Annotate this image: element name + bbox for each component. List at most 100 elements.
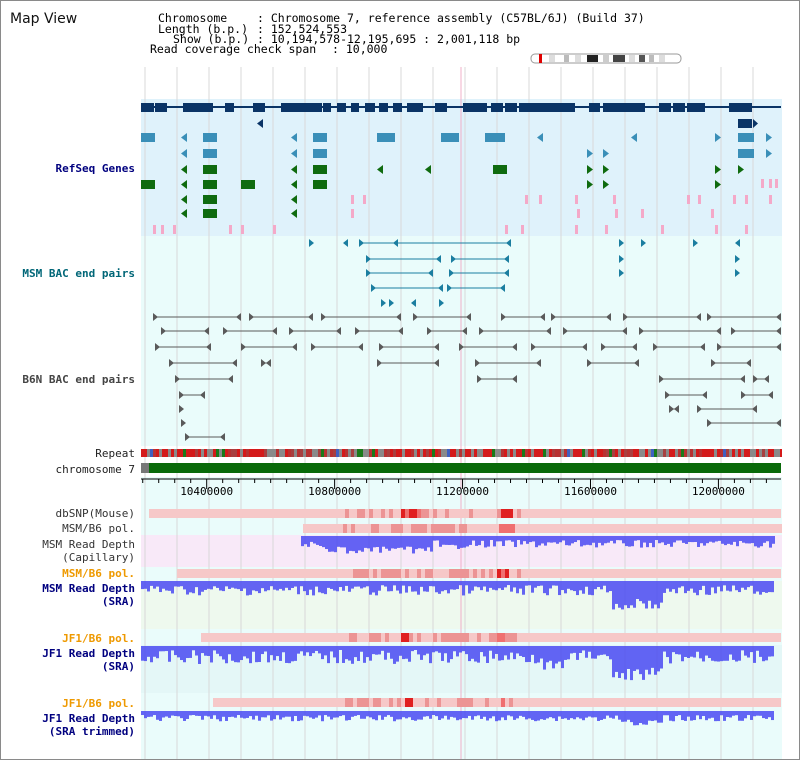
msm-b6-pol-cell: [491, 524, 495, 533]
msm-sra-depth-bar: [717, 581, 720, 587]
msm-b6-pol-2-cell: [453, 569, 457, 578]
jf1-sra-depth-bar: [525, 646, 528, 663]
msm-b6-pol-cell: [503, 524, 507, 533]
msm-b6-pol-2-cell: [469, 569, 473, 578]
polymorphism-tracks[interactable]: [149, 509, 782, 707]
track-board[interactable]: [141, 1, 782, 760]
track-label-jf1-b6-pol-2[interactable]: JF1/B6 pol.: [62, 697, 135, 710]
jf1-b6-pol-cell: [237, 633, 241, 642]
repeat-block: [711, 449, 714, 457]
msm-b6-pol-2-cell: [341, 569, 345, 578]
msm-bac-track[interactable]: [309, 239, 740, 307]
track-label-msm-b6-pol[interactable]: MSM/B6 pol.: [62, 522, 135, 535]
msm-b6-pol-2-cell: [477, 569, 481, 578]
dbsnp-cell: [461, 509, 465, 518]
repeat-block: [582, 449, 585, 457]
track-label-msm-b6-pol-2[interactable]: MSM/B6 pol.: [62, 567, 135, 580]
repeat-block: [771, 449, 774, 457]
msm-b6-pol-cell: [563, 524, 567, 533]
repeat-block: [378, 449, 381, 457]
track-label-msm-depth-sra-1[interactable]: MSM Read Depth: [42, 582, 135, 595]
jf1-b6-pol-cell: [461, 633, 465, 642]
jf1-trimmed-depth-bar: [345, 711, 348, 721]
track-label-pane: Map View RefSeq Genes MSM BAC end pairs …: [1, 1, 141, 759]
repeat-block: [726, 449, 729, 457]
bac-end: [439, 299, 444, 307]
dbsnp-cell: [721, 509, 725, 518]
jf1-trimmed-depth-bar: [270, 711, 273, 721]
repeat-block: [588, 449, 591, 457]
repeat-block: [648, 449, 651, 457]
jf1-trimmed-depth-bar: [525, 711, 528, 720]
dbsnp-cell: [573, 509, 577, 518]
jf1-trimmed-depth-bar: [771, 711, 774, 721]
chromosome-bar[interactable]: [141, 463, 781, 473]
jf1-trimmed-depth-bar: [498, 711, 501, 721]
jf1-trimmed-depth-bar: [747, 711, 750, 716]
track-label-msm-bac[interactable]: MSM BAC end pairs: [22, 267, 135, 280]
track-label-b6n-bac[interactable]: B6N BAC end pairs: [22, 373, 135, 386]
msm-b6-pol-cell: [487, 524, 491, 533]
msm-b6-pol-2-cell: [189, 569, 193, 578]
repeat-block: [255, 449, 258, 457]
dbsnp-cell: [601, 509, 605, 518]
repeat-block: [567, 449, 570, 457]
bac-end: [371, 284, 376, 292]
jf1-trimmed-depth-bar: [630, 711, 633, 723]
repeat-block: [186, 449, 189, 457]
track-label-jf1-depth-trim-1[interactable]: JF1 Read Depth: [42, 712, 135, 725]
jf1-b6-pol-2-cell: [385, 698, 389, 707]
jf1-trimmed-depth-bar: [462, 711, 465, 719]
msm-b6-pol-2-cell: [737, 569, 741, 578]
track-label-jf1-depth-sra-1[interactable]: JF1 Read Depth: [42, 647, 135, 660]
jf1-b6-pol-cell: [545, 633, 549, 642]
jf1-trimmed-depth-bar: [483, 711, 486, 717]
track-label-msm-depth-capillary-1[interactable]: MSM Read Depth: [42, 538, 135, 551]
dbsnp-cell: [277, 509, 281, 518]
jf1-trimmed-depth-bar: [393, 711, 396, 722]
msm-b6-pol-2-cell: [465, 569, 469, 578]
msm-b6-pol-2-cell: [693, 569, 697, 578]
repeat-block: [630, 449, 633, 457]
refseq-gene-track[interactable]: [141, 103, 781, 234]
jf1-trimmed-depth-bar: [678, 711, 681, 716]
track-label-dbsnp[interactable]: dbSNP(Mouse): [55, 507, 135, 520]
jf1-trimmed-depth-bar: [540, 711, 543, 720]
msm-b6-pol-cell: [763, 524, 767, 533]
chromosome-ideogram[interactable]: [529, 52, 685, 66]
msm-sra-depth-bar: [669, 581, 672, 592]
jf1-b6-pol-2-cell: [761, 698, 765, 707]
jf1-b6-pol-cell: [525, 633, 529, 642]
track-label-refseq-genes[interactable]: RefSeq Genes: [55, 162, 135, 175]
repeat-block: [465, 449, 468, 457]
gene-exon: [203, 165, 217, 174]
msm-b6-pol-2-cell: [337, 569, 341, 578]
msm-sra-depth-bar: [657, 581, 660, 609]
msm-capillary-depth-bar: [304, 536, 307, 545]
bac-end: [501, 313, 506, 321]
bac-end: [587, 359, 592, 367]
jf1-b6-pol-2-cell: [729, 698, 733, 707]
jf1-b6-pol-2-cell: [253, 698, 257, 707]
msm-b6-pol-cell: [519, 524, 523, 533]
jf1-sra-depth-bar: [168, 646, 171, 662]
read-depth-tracks[interactable]: [141, 536, 775, 726]
bac-end: [336, 327, 341, 335]
msm-capillary-depth-bar: [550, 536, 553, 543]
track-label-jf1-b6-pol[interactable]: JF1/B6 pol.: [62, 632, 135, 645]
msm-sra-depth-bar: [684, 581, 687, 594]
msm-b6-pol-cell: [603, 524, 607, 533]
jf1-b6-pol-2-cell: [509, 698, 513, 707]
jf1-sra-depth-bar: [252, 646, 255, 652]
msm-capillary-depth-bar: [418, 536, 421, 549]
jf1-sra-depth-bar: [513, 646, 516, 660]
b6n-bac-track[interactable]: [153, 313, 781, 441]
jf1-sra-depth-bar: [405, 646, 408, 659]
dbsnp-cell: [365, 509, 369, 518]
msm-capillary-depth-bar: [412, 536, 415, 554]
jf1-sra-depth-bar: [156, 646, 159, 659]
repeat-track[interactable]: [141, 449, 782, 457]
jf1-sra-depth-bar: [426, 646, 429, 654]
msm-sra-depth-bar: [534, 581, 537, 588]
